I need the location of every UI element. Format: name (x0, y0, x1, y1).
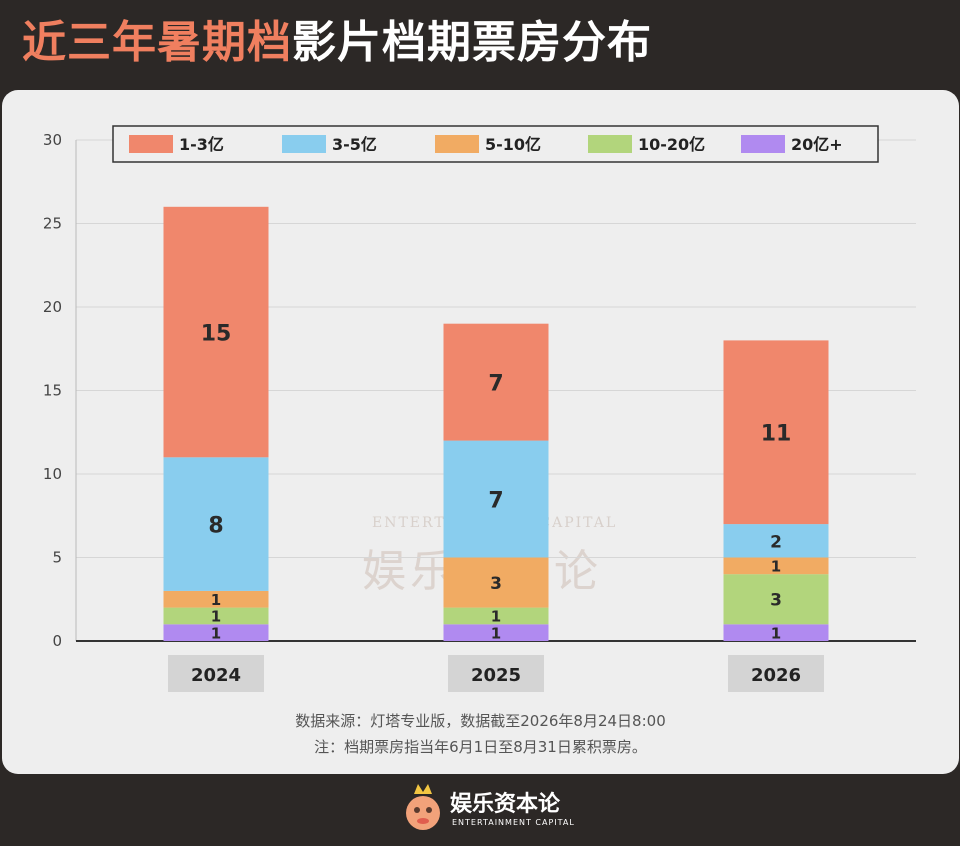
bar-segment (443, 557, 549, 608)
data-label: 1 (211, 608, 221, 626)
legend-label: 1-3亿 (179, 135, 224, 154)
page-title: 近三年暑期档影片档期票房分布 (22, 12, 652, 74)
legend-swatch (588, 135, 632, 153)
legend-swatch (741, 135, 785, 153)
legend-label: 3-5亿 (332, 135, 377, 154)
data-label: 7 (488, 372, 503, 397)
data-label: 15 (201, 321, 232, 346)
logo-text: 娱乐资本论 (450, 791, 561, 817)
bar-segment (723, 574, 829, 625)
legend-swatch (129, 135, 173, 153)
data-label: 8 (208, 513, 223, 538)
bar-segment (723, 524, 829, 558)
bar-segment (723, 557, 829, 575)
bar-segment (443, 440, 549, 558)
legend-swatch (282, 135, 326, 153)
data-label: 1 (491, 608, 501, 626)
data-label: 1 (211, 591, 221, 609)
chart-panel: ENTERTAINMENT CAPITAL 娱乐资本论 051015202530… (2, 90, 959, 774)
mascot-icon (406, 784, 440, 830)
y-tick-label: 20 (43, 298, 62, 316)
y-tick-label: 0 (52, 632, 62, 650)
legend-label: 5-10亿 (485, 135, 541, 154)
data-label: 1 (211, 624, 221, 642)
data-label: 1 (491, 624, 501, 642)
bar-segment (163, 607, 269, 625)
bar-segment (163, 206, 269, 458)
y-tick-label: 25 (43, 215, 62, 233)
y-tick-label: 30 (43, 131, 62, 149)
bar-segment (443, 607, 549, 625)
data-label: 1 (771, 558, 781, 576)
data-label: 2 (770, 532, 782, 552)
bar-segment (723, 340, 829, 525)
bar-segment (163, 590, 269, 608)
data-label: 3 (490, 574, 502, 594)
x-tick-label: 2024 (191, 665, 241, 686)
legend-label: 20亿+ (791, 135, 843, 154)
legend-label: 10-20亿 (638, 135, 705, 154)
data-label: 1 (771, 624, 781, 642)
x-tick-label: 2026 (751, 665, 801, 686)
y-tick-label: 15 (43, 382, 62, 400)
category-label-box (728, 655, 824, 692)
category-label-box (448, 655, 544, 692)
footer-logo: 娱乐资本论 ENTERTAINMENT CAPITAL (398, 780, 598, 836)
x-tick-label: 2025 (471, 665, 521, 686)
title-rest: 影片档期票房分布 (292, 17, 652, 68)
bar-segment (443, 323, 549, 441)
legend-swatch (435, 135, 479, 153)
logo-subtext: ENTERTAINMENT CAPITAL (452, 818, 575, 827)
y-tick-label: 10 (43, 465, 62, 483)
bar-segment (723, 624, 829, 641)
source-line-1: 数据来源：灯塔专业版，数据截至2026年8月24日8:00 (295, 712, 666, 730)
bar-segment (443, 624, 549, 641)
source-line-2: 注：档期票房指当年6月1日至8月31日累积票房。 (314, 738, 647, 756)
data-label: 3 (770, 591, 782, 611)
data-label: 11 (761, 422, 792, 447)
category-label-box (168, 655, 264, 692)
stacked-bar-chart: 0510152025301118152024113772025131211202… (43, 125, 916, 692)
title-highlight: 近三年暑期档 (22, 17, 292, 68)
bar-segment (163, 457, 269, 591)
y-tick-label: 5 (52, 549, 62, 567)
data-label: 7 (488, 488, 503, 513)
bar-segment (163, 624, 269, 641)
